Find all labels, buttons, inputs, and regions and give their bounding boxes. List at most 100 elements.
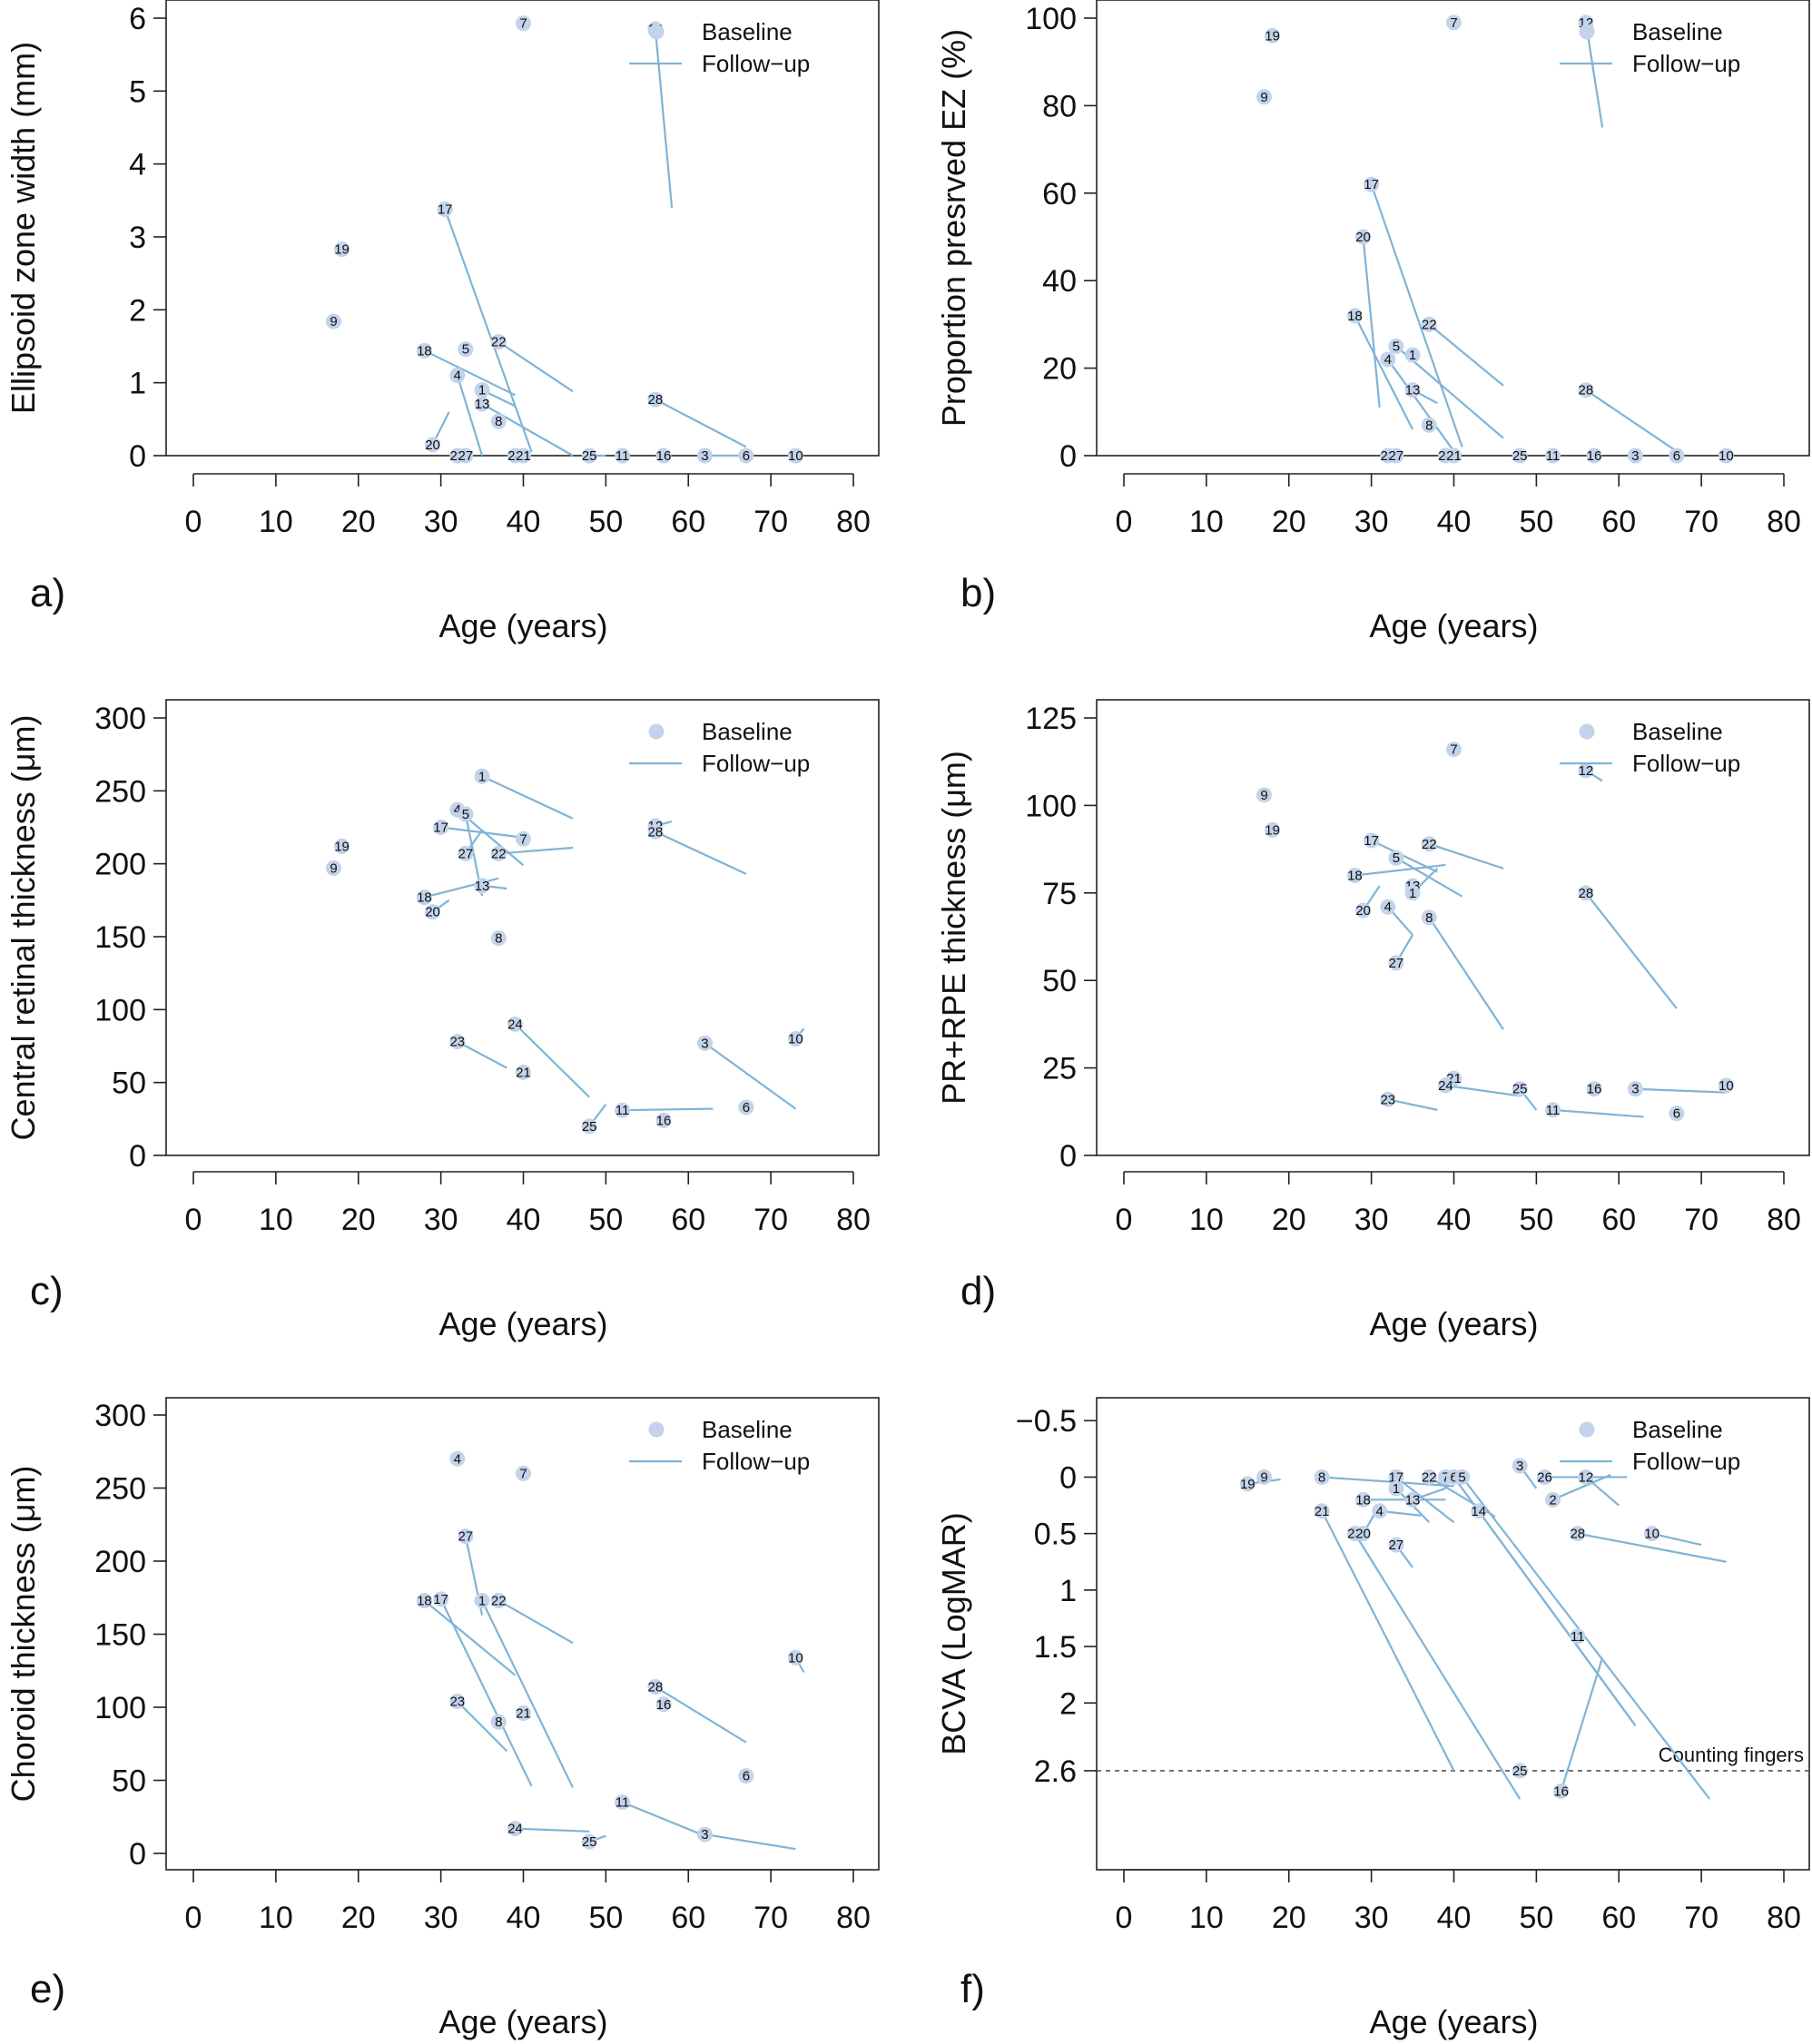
panel-5-followup-line-5 [1461, 1476, 1711, 1800]
panel-0-baseline-point-25 [581, 447, 597, 464]
panel-0-baseline-point-7 [516, 15, 531, 32]
panel-3-point-label-9: 9 [1260, 788, 1267, 803]
panel-0-followup-line-4 [456, 375, 484, 457]
panel-3-ytick-label: 50 [1042, 964, 1077, 998]
panel-4-point-label-22: 22 [491, 1593, 507, 1608]
panel-2-point-label-8: 8 [495, 931, 502, 947]
panel-2-baseline-point-18 [416, 889, 432, 906]
panel-0-ytick-label: 5 [129, 74, 146, 109]
panel-5-followup-line-28 [1577, 1532, 1727, 1563]
panel-0-point-label-11: 11 [615, 448, 630, 464]
panel-0-point-label-21: 21 [516, 448, 531, 464]
panel-5-followup-line-21 [1321, 1510, 1455, 1772]
panel-2-followup-line-3 [704, 1042, 797, 1110]
panel-5-followup-line-16 [1560, 1657, 1604, 1792]
panel-4-point-label-17: 17 [433, 1592, 448, 1607]
panel-5-ytick-label: 1.5 [1034, 1630, 1077, 1665]
panel-2-legend-baseline-marker [648, 723, 665, 740]
panel-1-ytick-label: 80 [1042, 89, 1077, 123]
panel-0-baseline-point-3 [696, 447, 713, 464]
panel-3-point-label-27: 27 [1389, 956, 1404, 971]
panel-0-ytick-label: 0 [129, 439, 146, 474]
panel-5-point-label-1: 1 [1393, 1481, 1400, 1497]
panel-3-ytick-label: 0 [1059, 1139, 1077, 1174]
panel-3-baseline-point-16 [1586, 1081, 1602, 1097]
panel-0-baseline-point-6 [738, 447, 754, 464]
panel-5-point-label-8: 8 [1318, 1469, 1325, 1485]
panel-0-ytick-label: 3 [129, 221, 146, 255]
panel-0-baseline-point-10 [787, 447, 803, 464]
panel-5-xtick-label: 30 [1354, 1901, 1389, 1935]
panel-3-baseline-point-23 [1380, 1091, 1396, 1107]
panel-3-legend-baseline-label: Baseline [1632, 718, 1723, 745]
panel-2-point-label-11: 11 [615, 1103, 630, 1118]
panel-1-baseline-point-7 [1446, 15, 1462, 31]
panel-5-point-label-6: 6 [1450, 1469, 1457, 1485]
panel-3-baseline-point-3 [1627, 1081, 1643, 1097]
panel-0-followup-line-12 [654, 28, 674, 208]
panel-1-baseline-point-18 [1346, 308, 1363, 324]
panel-4-baseline-point-7 [516, 1465, 531, 1481]
panel-1-point-label-10: 10 [1718, 448, 1734, 464]
panel-5-ytick-label: 2 [1059, 1686, 1077, 1721]
panel-1-baseline-point-4 [1380, 351, 1396, 368]
panel-3-point-label-16: 16 [1587, 1082, 1602, 1097]
panel-0-point-label-17: 17 [438, 201, 453, 217]
panel-0-ytick-label: 2 [129, 293, 146, 328]
panel-4-xtick-label: 0 [185, 1901, 202, 1935]
panel-4-ytick-label: 150 [94, 1618, 146, 1653]
panel-1-xtick-label: 70 [1684, 505, 1718, 539]
panel-2-baseline-point-21 [516, 1064, 531, 1080]
panel-2-followup-line-1 [481, 775, 574, 820]
panel-3-point-label-23: 23 [1380, 1092, 1395, 1107]
panel-2-panel-tag: c) [30, 1269, 64, 1313]
panel-4-ytick-label: 200 [94, 1545, 146, 1579]
panel-5-followup-line-23 [1354, 1533, 1521, 1800]
panel-3-followup-line-8 [1428, 917, 1504, 1030]
panel-2-point-label-10: 10 [788, 1031, 803, 1047]
panel-1-ytick-label: 60 [1042, 177, 1077, 211]
panel-3-baseline-point-17 [1364, 832, 1380, 849]
panel-2-point-label-3: 3 [701, 1036, 708, 1051]
panel-4-point-label-27: 27 [458, 1529, 474, 1545]
panel-1-point-label-1: 1 [1409, 348, 1416, 363]
panel-3-baseline-point-25 [1512, 1081, 1528, 1097]
panel-0-point-label-22: 22 [491, 335, 507, 350]
panel-5-point-label-4: 4 [1376, 1504, 1384, 1519]
panel-0-baseline-point-13 [474, 396, 490, 412]
panel-2-ytick-label: 50 [112, 1066, 146, 1101]
panel-0-point-label-28: 28 [648, 392, 664, 408]
panel-4-point-label-25: 25 [582, 1834, 597, 1850]
panel-2-point-label-5: 5 [462, 807, 469, 822]
panel-0-followup-line-17 [444, 209, 533, 453]
panel-1-point-label-11: 11 [1546, 448, 1561, 464]
panel-0-ytick-label: 6 [129, 2, 146, 36]
panel-5-baseline-point-22 [1421, 1469, 1437, 1485]
panel-4-baseline-point-3 [696, 1826, 713, 1843]
panel-5-baseline-point-3 [1512, 1458, 1528, 1474]
panel-0-baseline-point-27 [458, 447, 474, 464]
panel-5-xtick-label: 0 [1116, 1901, 1133, 1935]
panel-1-xtick-label: 20 [1272, 505, 1306, 539]
panel-4-ytick-label: 300 [94, 1399, 146, 1433]
panel-2-baseline-point-13 [474, 878, 490, 894]
panel-2-ytick-label: 0 [129, 1139, 146, 1174]
panel-1-baseline-point-11 [1545, 447, 1561, 464]
panel-3-point-label-20: 20 [1355, 903, 1371, 919]
panel-4-followup-line-22 [497, 1599, 574, 1645]
panel-1-baseline-point-3 [1627, 447, 1643, 464]
panel-1-xtick-label: 80 [1767, 505, 1801, 539]
panel-2-followup-line-28 [655, 830, 747, 875]
panel-2-point-label-1: 1 [478, 769, 486, 784]
panel-3-xtick-label: 30 [1354, 1203, 1389, 1237]
panel-4-followup-line-1 [481, 1599, 575, 1789]
panel-2-baseline-point-19 [334, 838, 350, 854]
panel-3-ytick-label: 125 [1025, 702, 1077, 736]
panel-3-point-label-10: 10 [1718, 1078, 1734, 1094]
panel-4-xtick-label: 30 [424, 1901, 458, 1935]
panel-2-followup-line-24 [514, 1023, 590, 1098]
panel-3-point-label-3: 3 [1631, 1082, 1639, 1097]
panel-2-baseline-point-5 [458, 806, 474, 822]
panel-3-baseline-point-5 [1388, 850, 1404, 866]
